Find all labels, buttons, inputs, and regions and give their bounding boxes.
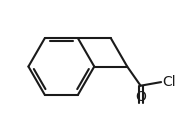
Text: Cl: Cl bbox=[162, 75, 175, 89]
Text: O: O bbox=[135, 90, 146, 104]
